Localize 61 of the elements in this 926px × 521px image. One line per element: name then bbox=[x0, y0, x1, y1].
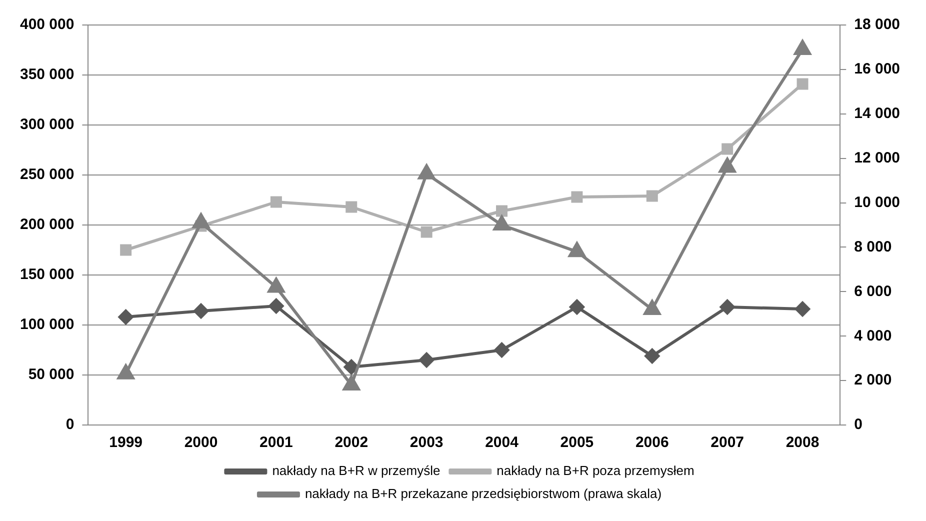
point bbox=[722, 143, 734, 155]
point bbox=[268, 278, 285, 293]
point bbox=[192, 213, 210, 228]
x-tick-label: 2002 bbox=[334, 434, 368, 452]
point bbox=[120, 244, 132, 256]
point bbox=[346, 201, 358, 213]
y2-tick-label: 18 000 bbox=[854, 16, 900, 34]
point bbox=[118, 310, 134, 324]
point bbox=[569, 300, 584, 314]
point bbox=[117, 364, 134, 380]
x-tick-label: 2001 bbox=[260, 434, 293, 452]
point bbox=[646, 190, 658, 202]
point bbox=[718, 158, 736, 173]
y-tick-label: 350 000 bbox=[20, 66, 74, 84]
y-tick-label: 300 000 bbox=[20, 116, 74, 134]
point bbox=[568, 242, 586, 258]
x-tick-label: 2000 bbox=[184, 434, 218, 452]
y2-tick-label: 14 000 bbox=[854, 105, 900, 122]
x-tick-label: 2006 bbox=[635, 434, 669, 452]
point bbox=[344, 360, 359, 374]
y-tick-label: 0 bbox=[66, 416, 74, 434]
y-tick-label: 400 000 bbox=[20, 16, 74, 34]
point bbox=[494, 342, 510, 358]
x-tick-label: 2008 bbox=[786, 434, 820, 452]
legend-label: nakłady na B+R przekazane przedsiębiorstwom (prawa skala) bbox=[304, 486, 662, 502]
point bbox=[342, 376, 360, 390]
y-tick-label: 50 000 bbox=[28, 366, 74, 384]
point bbox=[270, 196, 282, 208]
point bbox=[268, 298, 284, 314]
y2-tick-label: 4 000 bbox=[854, 327, 892, 344]
legend-label: nakłady na B+R poza przemysłem bbox=[496, 463, 694, 478]
legend-label: nakłady na B+R w przemyśle bbox=[272, 463, 440, 478]
point bbox=[418, 164, 436, 180]
y2-tick-label: 10 000 bbox=[854, 194, 900, 211]
point bbox=[644, 300, 661, 315]
x-tick-label: 2004 bbox=[485, 434, 520, 452]
y-tick-label: 250 000 bbox=[20, 166, 74, 184]
y2-tick-label: 12 000 bbox=[854, 149, 900, 166]
y2-tick-label: 2 000 bbox=[854, 372, 892, 389]
point bbox=[419, 352, 434, 368]
x-tick-label: 2007 bbox=[710, 434, 744, 452]
point bbox=[496, 205, 508, 217]
y2-tick-label: 16 000 bbox=[854, 60, 900, 78]
point bbox=[644, 348, 660, 364]
point bbox=[796, 78, 808, 90]
x-tick-label: 2003 bbox=[410, 434, 444, 452]
y-tick-label: 100 000 bbox=[20, 316, 74, 334]
y-tick-label: 200 000 bbox=[20, 216, 74, 234]
point bbox=[795, 302, 810, 316]
y2-tick-label: 8 000 bbox=[854, 238, 892, 256]
point bbox=[571, 191, 583, 203]
x-tick-label: 1999 bbox=[109, 434, 143, 452]
y-tick-label: 150 000 bbox=[20, 266, 74, 284]
y2-tick-label: 0 bbox=[854, 416, 862, 434]
point bbox=[720, 300, 735, 314]
point bbox=[420, 226, 432, 238]
point bbox=[194, 304, 209, 318]
point bbox=[794, 40, 811, 55]
x-tick-label: 2005 bbox=[560, 434, 594, 452]
y2-tick-label: 6 000 bbox=[854, 282, 892, 300]
point bbox=[493, 216, 510, 230]
